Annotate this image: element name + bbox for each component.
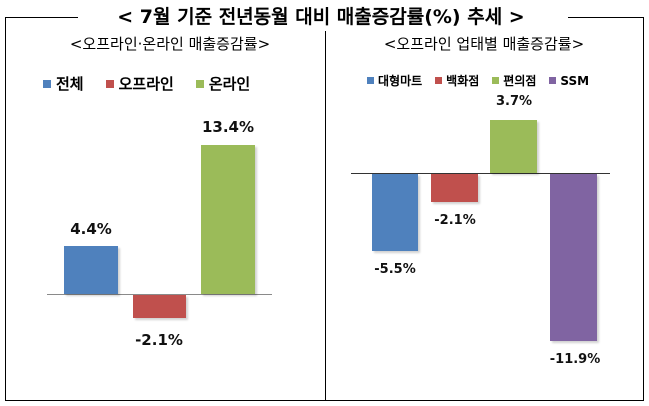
panel-divider: [325, 31, 326, 401]
right-chart-legend: 대형마트 백화점 편의점 SSM: [367, 72, 589, 89]
legend-item-online: 온라인: [195, 73, 251, 94]
legend-swatch-blue: [43, 79, 51, 88]
legend-label: 온라인: [208, 75, 251, 93]
bar-convenience-store: [490, 120, 537, 173]
bar-online: [201, 145, 255, 294]
data-label-hypermarket: -5.5%: [374, 262, 416, 277]
legend-swatch-red: [435, 77, 443, 84]
legend-swatch-blue: [367, 77, 374, 84]
legend-label: 편의점: [503, 74, 537, 88]
page-title: < 7월 기준 전년동월 대비 매출증감률(%) 추세 >: [78, 3, 564, 31]
data-label-online: 13.4%: [201, 118, 255, 136]
data-label-offline: -2.1%: [135, 331, 183, 349]
bar-offline: [133, 295, 186, 318]
legend-item-ssm: SSM: [549, 74, 589, 88]
frame-top-left: [5, 17, 81, 18]
legend-swatch-red: [105, 79, 114, 88]
left-chart-legend: 전체 오프라인 온라인: [43, 73, 250, 94]
left-chart-subtitle: <오프라인·온라인 매출증감률>: [69, 35, 271, 53]
frame-left: [5, 17, 6, 401]
right-chart-zero-axis: [351, 173, 610, 174]
legend-swatch-green: [492, 77, 500, 84]
legend-item-department-store: 백화점: [435, 72, 479, 89]
legend-label: 오프라인: [118, 75, 174, 93]
legend-item-total: 전체: [43, 73, 84, 94]
data-label-total: 4.4%: [70, 220, 112, 238]
frame-right: [643, 17, 644, 401]
data-label-ssm: -11.9%: [549, 352, 601, 367]
legend-item-convenience-store: 편의점: [492, 72, 536, 89]
bar-ssm: [550, 174, 597, 341]
data-label-convenience-store: 3.7%: [495, 94, 533, 109]
left-chart-zero-axis: [47, 294, 272, 295]
legend-swatch-purple: [549, 77, 557, 84]
legend-item-offline: 오프라인: [105, 73, 174, 94]
right-chart-subtitle: <오프라인 업태별 매출증감률>: [383, 35, 585, 53]
legend-item-hypermarket: 대형마트: [367, 72, 422, 89]
frame-bottom: [5, 400, 644, 401]
bar-total: [64, 246, 118, 294]
legend-swatch-green: [195, 79, 204, 88]
legend-label: 대형마트: [378, 74, 423, 88]
data-label-department-store: -2.1%: [434, 213, 476, 228]
legend-label: SSM: [560, 73, 590, 88]
legend-label: 전체: [56, 75, 84, 93]
bar-hypermarket: [372, 174, 418, 251]
bar-department-store: [431, 174, 478, 202]
frame-top-right: [568, 17, 644, 18]
legend-label: 백화점: [446, 74, 480, 88]
